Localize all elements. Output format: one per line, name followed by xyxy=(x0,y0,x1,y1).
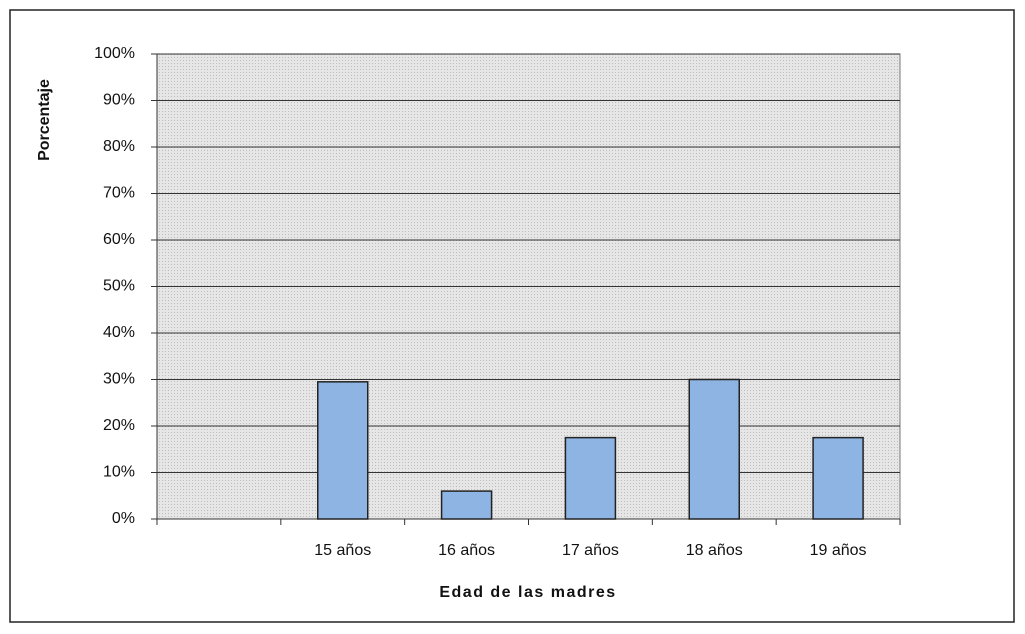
x-axis-label: Edad de las madres xyxy=(439,584,616,601)
y-tick-label: 60% xyxy=(103,231,135,248)
x-tick-label: 18 años xyxy=(686,542,743,559)
y-tick-label: 70% xyxy=(103,185,135,202)
y-tick-label: 0% xyxy=(112,510,135,527)
x-tick-label: 19 años xyxy=(810,542,867,559)
bar xyxy=(440,490,493,520)
x-tick-label: 15 años xyxy=(314,542,371,559)
bar xyxy=(317,381,369,520)
y-tick-label: 80% xyxy=(103,138,135,155)
x-tick-label: 16 años xyxy=(438,542,495,559)
y-tick-label: 50% xyxy=(103,278,135,295)
y-tick-label: 10% xyxy=(103,464,135,481)
y-tick-label: 40% xyxy=(103,324,135,341)
bar xyxy=(812,436,864,520)
y-tick-label: 100% xyxy=(94,45,135,62)
y-axis-label: Porcentaje xyxy=(36,79,53,161)
x-tick-label: 17 años xyxy=(562,542,619,559)
y-tick-label: 90% xyxy=(103,92,135,109)
bar xyxy=(564,436,617,520)
y-tick-label: 20% xyxy=(103,417,135,434)
bar xyxy=(688,378,740,520)
y-tick-label: 30% xyxy=(103,371,135,388)
